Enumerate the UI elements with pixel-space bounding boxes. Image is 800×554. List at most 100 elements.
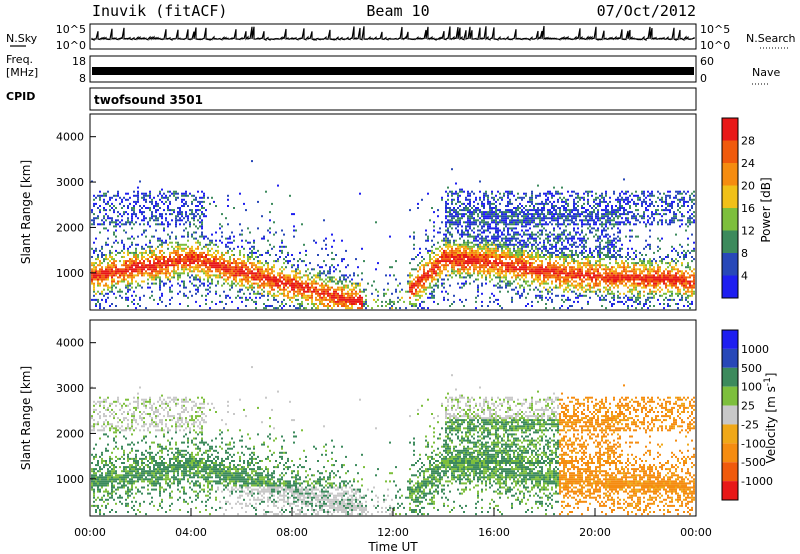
power-cell [569, 194, 571, 197]
power-cell [145, 198, 147, 201]
power-cell [427, 251, 429, 254]
power-cell [361, 303, 363, 305]
power-cell [165, 270, 167, 273]
power-cell [439, 231, 441, 234]
power-cell [191, 262, 193, 265]
power-cell [131, 241, 133, 244]
power-cell [511, 296, 513, 299]
power-cell [561, 213, 563, 216]
power-cell [323, 272, 325, 275]
power-cell [495, 229, 497, 232]
power-cell [509, 239, 511, 242]
power-cell [501, 264, 503, 267]
power-cell [275, 231, 277, 234]
power-cell [343, 276, 345, 279]
power-cell [189, 225, 191, 228]
power-cell [199, 202, 201, 205]
power-cell [263, 282, 265, 285]
power-cell [105, 213, 107, 216]
power-cell [417, 264, 419, 267]
power-cell [329, 268, 331, 271]
power-cell [515, 215, 517, 218]
power-cell [407, 274, 409, 277]
power-cell [491, 196, 493, 199]
power-cell [553, 266, 555, 269]
power-cell [343, 288, 345, 291]
power-cell [457, 247, 459, 250]
power-cell [119, 274, 121, 277]
power-cell [469, 251, 471, 254]
power-cell [233, 266, 235, 269]
power-cell [361, 305, 363, 307]
power-cell [215, 276, 217, 279]
power-cell [295, 276, 297, 279]
power-cell [113, 209, 115, 212]
power-cell [519, 284, 521, 287]
power-cell [495, 251, 497, 254]
power-cell [493, 274, 495, 277]
power-cell [179, 243, 181, 246]
power-cell [283, 294, 285, 297]
power-cell [517, 205, 519, 207]
power-cell [519, 270, 521, 273]
power-cell [517, 192, 519, 195]
power-cell [527, 229, 529, 232]
power-cell [131, 219, 133, 222]
power-cell [431, 294, 433, 297]
power-cell [571, 274, 573, 277]
power-cell [585, 233, 587, 236]
power-cell [269, 290, 271, 293]
power-cell [213, 243, 215, 246]
power-cell [213, 260, 215, 263]
power-cell [105, 266, 107, 269]
power-cell [107, 200, 109, 203]
power-cell [463, 215, 465, 218]
power-cell [473, 209, 475, 212]
power-cell [495, 298, 497, 301]
power-cell [269, 276, 271, 279]
power-cell [301, 294, 303, 297]
power-cell [135, 213, 137, 216]
power-cell [561, 192, 563, 195]
power-cell [255, 278, 257, 281]
power-cell [505, 223, 507, 226]
power-cell [471, 251, 473, 254]
power-cell [283, 245, 285, 248]
power-cell [293, 284, 295, 287]
power-cell [161, 249, 163, 252]
power-cell [571, 215, 573, 218]
power-cell [163, 229, 165, 232]
power-cell [563, 251, 565, 254]
power-cell [199, 196, 201, 199]
power-cell [463, 268, 465, 271]
power-cell [521, 266, 523, 269]
power-cell [99, 196, 101, 199]
power-cell [553, 239, 555, 242]
power-cell [137, 266, 139, 269]
power-cell [121, 270, 123, 273]
power-cell [573, 190, 575, 193]
power-cell [495, 264, 497, 267]
power-cell [515, 270, 517, 273]
power-cell [131, 207, 133, 209]
power-cell [161, 221, 163, 224]
power-cell [577, 231, 579, 234]
power-cell [239, 223, 241, 226]
power-cell [555, 280, 557, 283]
power-cell [433, 251, 435, 254]
power-cell [313, 305, 315, 307]
power-cell [437, 264, 439, 267]
power-cell [325, 296, 327, 299]
power-cell [323, 296, 325, 299]
power-cell [245, 298, 247, 301]
power-cell [319, 278, 321, 281]
power-cell [469, 256, 471, 258]
power-cell [525, 260, 527, 263]
power-cell [193, 270, 195, 273]
power-cell [225, 274, 227, 277]
power-cell [551, 196, 553, 199]
power-cell [93, 264, 95, 267]
power-cell [433, 268, 435, 271]
power-cell [283, 286, 285, 289]
power-cell [155, 272, 157, 275]
